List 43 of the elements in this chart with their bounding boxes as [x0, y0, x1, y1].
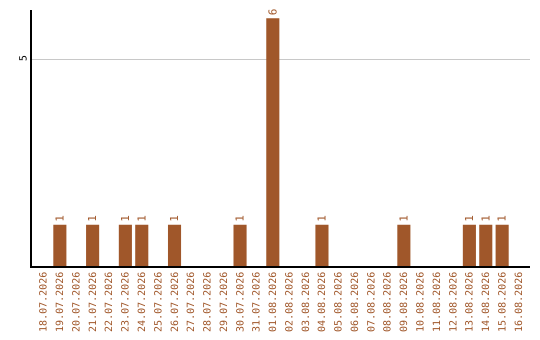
x-tick-label: 08.08.2026	[382, 272, 394, 332]
data-label: 1	[168, 215, 182, 222]
x-tick-label: 10.08.2026	[415, 272, 426, 332]
x-tick-label: 18.07.2026	[38, 272, 50, 332]
x-tick-label: 03.08.2026	[300, 272, 312, 332]
data-label: 1	[234, 215, 247, 222]
x-tick-label: 30.07.2026	[235, 272, 246, 332]
x-tick-label: 29.07.2026	[218, 272, 230, 332]
x-tick-label: 16.08.2026	[514, 272, 525, 332]
data-label: 1	[135, 215, 148, 222]
x-tick-label: 26.07.2026	[170, 272, 181, 332]
x-tick-label: 13.08.2026	[464, 272, 476, 332]
data-label: 1	[462, 215, 476, 222]
x-tick-label: 22.07.2026	[104, 272, 116, 332]
x-tick-label: 06.08.2026	[350, 272, 361, 332]
x-tick-label: 15.08.2026	[497, 272, 508, 332]
x-tick-label: 12.08.2026	[448, 272, 460, 332]
x-tick-label: 31.07.2026	[252, 272, 263, 332]
x-tick-label: 27.07.2026	[186, 272, 198, 332]
data-label: 1	[53, 215, 66, 222]
x-tick-label: 20.07.2026	[71, 272, 82, 332]
x-tick-label: 11.08.2026	[432, 272, 443, 332]
x-tick-label: 04.08.2026	[317, 272, 328, 332]
x-tick-label: 24.07.2026	[137, 272, 148, 332]
data-label: 1	[86, 215, 100, 222]
data-label: 1	[118, 215, 132, 222]
x-tick-label: 19.07.2026	[55, 272, 66, 332]
x-tick-label: 05.08.2026	[334, 272, 345, 332]
x-tick-label: 07.08.2026	[366, 272, 378, 332]
data-label: 1	[496, 215, 509, 222]
data-label: 1	[479, 215, 492, 222]
x-tick-label: 09.08.2026	[399, 272, 410, 332]
x-tick-label: 23.07.2026	[120, 272, 132, 332]
data-label: 1	[397, 215, 410, 222]
x-tick-label: 02.08.2026	[284, 272, 296, 332]
x-tick-label: 01.08.2026	[268, 272, 280, 332]
y-tick-label: 5	[18, 55, 30, 62]
x-tick-label: 28.07.2026	[202, 272, 214, 332]
data-label: 1	[315, 215, 328, 222]
x-tick-label: 14.08.2026	[481, 272, 492, 332]
x-tick-label: 25.07.2026	[153, 272, 164, 332]
x-tick-label: 21.07.2026	[88, 272, 99, 332]
data-label: 6	[266, 8, 280, 16]
